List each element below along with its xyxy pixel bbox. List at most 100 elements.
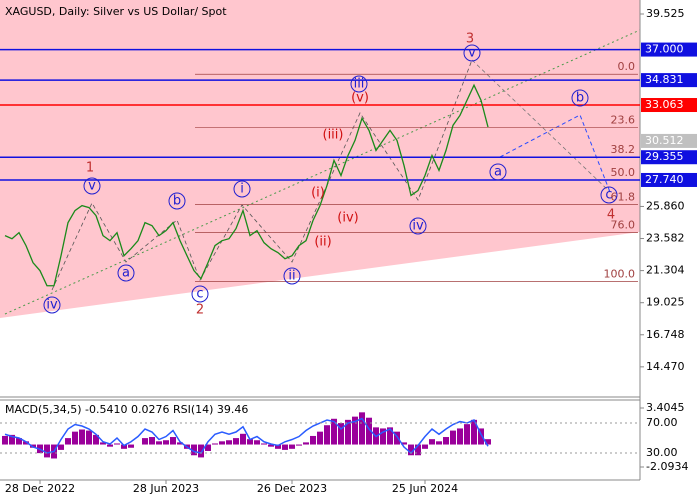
channel-line (4, 29, 641, 315)
chart-title: XAGUSD, Daily: Silver vs US Dollar/ Spot (5, 5, 227, 18)
macd-bar (240, 433, 246, 445)
macd-bar (394, 431, 400, 445)
macd-bar (93, 434, 99, 445)
macd-bar (324, 425, 330, 445)
wave-circle (83, 177, 101, 195)
macd-bar (317, 431, 323, 445)
wave-label: ii (288, 269, 295, 284)
macd-bar (408, 444, 414, 456)
wave-circle (43, 296, 61, 314)
y-tick-label: 70.00 (646, 416, 678, 429)
wave-label: 1 (86, 161, 94, 176)
macd-bar (100, 442, 106, 445)
x-tick-label: 26 Dec 2023 (257, 482, 327, 495)
level-box (641, 133, 697, 148)
macd-bar (380, 428, 386, 445)
fib-label: 38.2 (611, 143, 636, 156)
wave-label: b (173, 194, 181, 209)
y-tick-label: 23.582 (646, 232, 685, 245)
wave-label: iii (354, 77, 365, 92)
macd-bar (401, 442, 407, 445)
y-tick-label: 21.304 (646, 264, 685, 277)
wave-label: 3 (466, 32, 474, 47)
macd-bar (65, 438, 71, 445)
y-tick-label: 19.025 (646, 296, 685, 309)
wave-circle (600, 186, 618, 204)
y-tick-label: 30.00 (646, 446, 678, 459)
wave-label: (i) (311, 186, 325, 201)
macd-bar (44, 444, 50, 458)
forecast-path (499, 114, 611, 193)
wave-label: (iv) (337, 211, 358, 226)
macd-bar (303, 442, 309, 445)
level-label: 29.355 (645, 150, 684, 163)
macd-bar (142, 438, 148, 445)
level-box (641, 98, 697, 113)
macd-bar (114, 443, 120, 445)
wave-label: (iii) (323, 128, 344, 143)
level-label: 30.512 (645, 134, 684, 147)
x-tick-label: 25 Jun 2024 (392, 482, 458, 495)
macd-bar (436, 441, 442, 445)
wave-circle (409, 217, 427, 235)
level-label: 37.000 (645, 43, 684, 56)
y-tick-label: 16.748 (646, 328, 685, 341)
macd-bar (457, 428, 463, 445)
macd-bar (72, 431, 78, 445)
y-tick-label: -2.0934 (646, 460, 688, 473)
macd-bar (198, 444, 204, 458)
macd-bar (177, 442, 183, 445)
macd-bar (450, 430, 456, 445)
macd-bar (331, 418, 337, 445)
indicator-title: MACD(5,34,5) -0.5410 0.0276 RSI(14) 39.4… (5, 403, 248, 416)
macd-bar (275, 444, 281, 449)
x-tick-label: 28 Jun 2023 (133, 482, 199, 495)
fib-label: 0.0 (618, 60, 636, 73)
wave-label: 2 (196, 303, 204, 318)
macd-bar (128, 444, 134, 448)
macd-bar (415, 444, 421, 456)
wave-label: c (605, 188, 612, 203)
wave-label: i (240, 182, 244, 197)
y-tick-label: 3.4045 (646, 401, 685, 414)
rsi-line (4, 417, 489, 455)
wave-circle (350, 75, 368, 93)
wave-label: b (576, 91, 584, 106)
macd-bar (268, 444, 274, 447)
macd-bar (387, 427, 393, 445)
macd-bar (359, 412, 365, 445)
level-label: 33.063 (645, 98, 684, 111)
macd-bar (296, 444, 302, 446)
macd-bar (212, 443, 218, 445)
macd-bar (156, 441, 162, 445)
wave-circle (571, 89, 589, 107)
macd-bar (366, 417, 372, 445)
macd-bar (191, 444, 197, 456)
macd-bar (233, 438, 239, 445)
level-box (641, 150, 697, 165)
wave-circle (233, 180, 251, 198)
wave-label: (v) (351, 91, 369, 106)
wave-circle (117, 264, 135, 282)
macd-bar (58, 444, 64, 450)
fib-label: 100.0 (604, 268, 636, 281)
macd-bar (226, 440, 232, 445)
macd-bar (471, 419, 477, 445)
macd-bar (86, 430, 92, 445)
macd-bar (310, 435, 316, 445)
wave-label: v (468, 46, 476, 61)
wave-circle (283, 267, 301, 285)
wave-label: iv (46, 298, 58, 313)
wave-label: v (88, 179, 96, 194)
macd-bar (429, 439, 435, 445)
level-box (641, 172, 697, 187)
wave-label: a (122, 266, 130, 281)
fib-label: 23.6 (611, 113, 636, 126)
macd-bar (247, 439, 253, 445)
macd-bar (121, 444, 127, 449)
fib-label: 76.0 (611, 219, 636, 232)
macd-bar (170, 437, 176, 445)
macd-bar (23, 441, 29, 445)
macd-bar (2, 435, 8, 445)
